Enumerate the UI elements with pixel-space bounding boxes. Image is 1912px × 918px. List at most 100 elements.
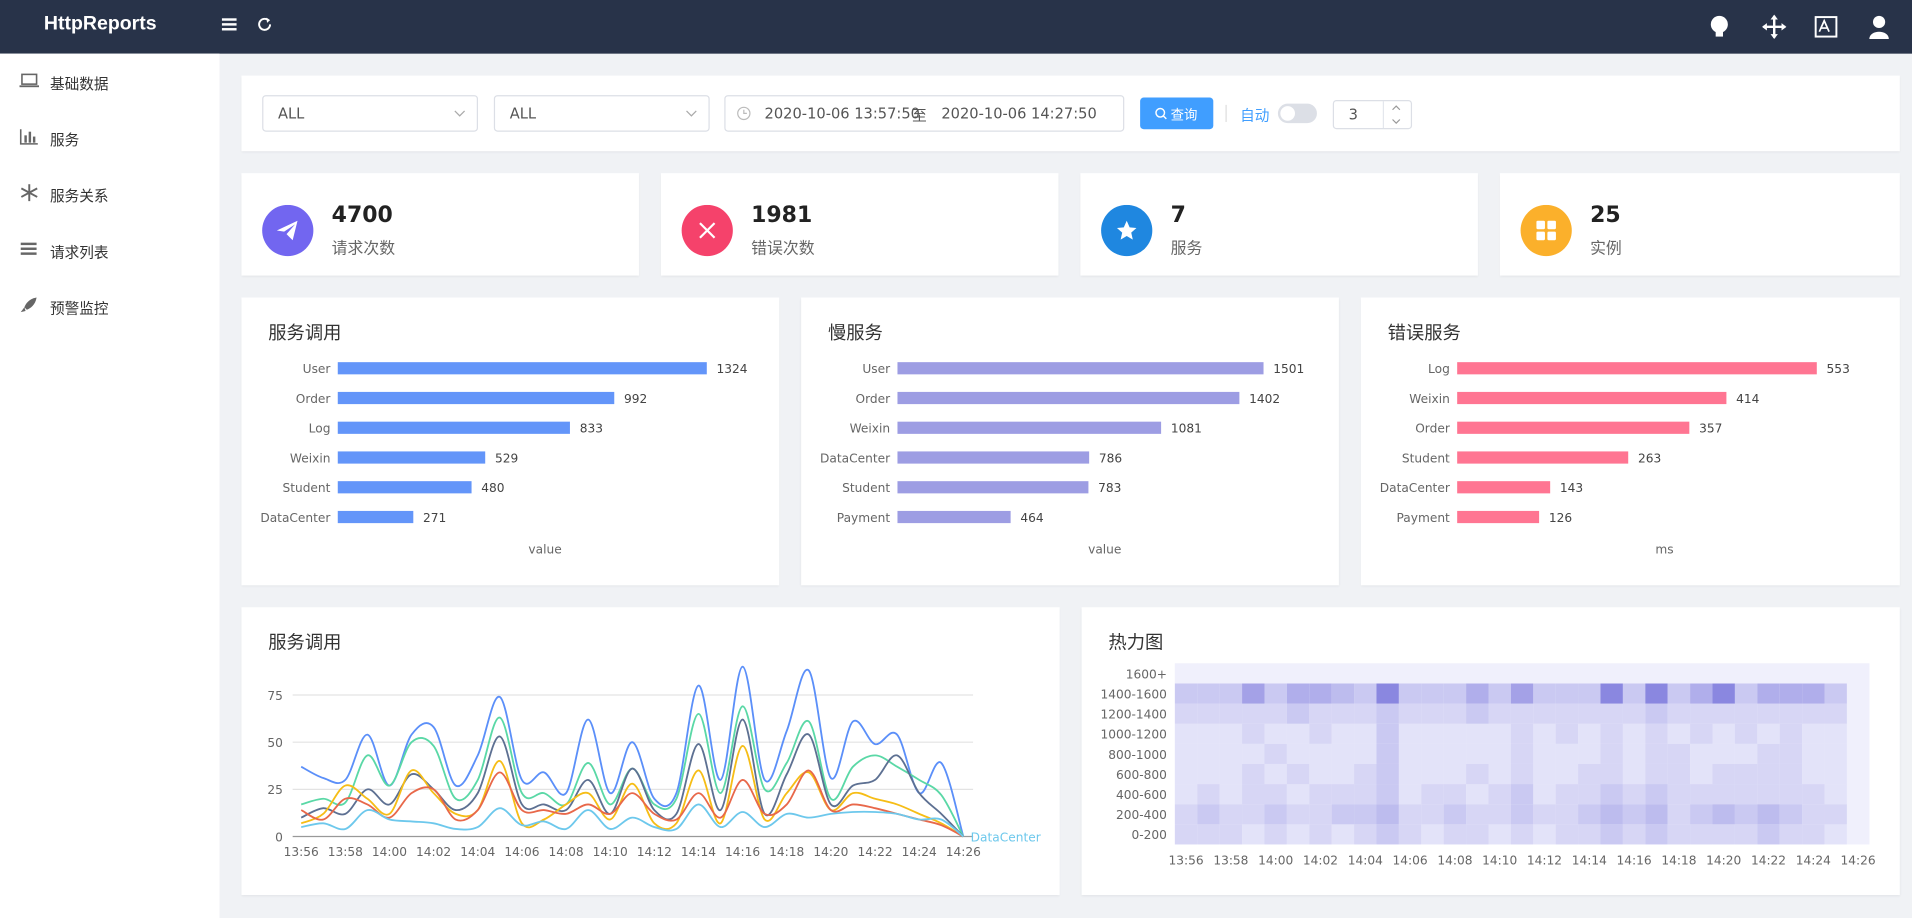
heatmap-cell (1264, 663, 1287, 684)
auto-toggle[interactable] (1277, 103, 1317, 124)
heatmap-cell (1824, 804, 1847, 825)
heatmap-cell (1779, 703, 1803, 724)
heatmap-cell (1174, 743, 1198, 764)
bar (1457, 510, 1540, 524)
instance-select[interactable]: ALL (493, 95, 710, 132)
heatmap-cell (1802, 763, 1825, 785)
icon-part (20, 242, 37, 246)
heatmap-cell (1667, 824, 1691, 845)
user-icon[interactable] (1867, 13, 1891, 40)
heatmap-cell (1690, 683, 1713, 704)
stat-value: 4700 (331, 202, 393, 229)
stepper[interactable] (1391, 104, 1401, 126)
stat-label: 请求次数 (331, 240, 396, 259)
heatmap-cell (1376, 824, 1399, 845)
refresh-icon[interactable] (256, 16, 273, 33)
bar-chart: 慢服务 User 1501 Order 1402 Weixin 1081 DataCenter… (820, 323, 1304, 557)
y-tick-label: Order (856, 392, 892, 406)
menu-item[interactable]: 服务关系 (0, 169, 219, 218)
heatmap-cell (1802, 703, 1825, 724)
heatmap-cell (1466, 723, 1489, 744)
heatmap-cell (1376, 703, 1399, 724)
y-tick-label: 25 (267, 783, 283, 797)
heatmap-cell (1533, 683, 1556, 704)
x-tick-label: 13:58 (1213, 854, 1248, 868)
x-tick-label: 14:00 (1258, 854, 1293, 868)
theme-icon[interactable] (1707, 13, 1731, 40)
heatmap-cell (1555, 743, 1579, 764)
stat-value: 1981 (751, 202, 813, 229)
heatmap-cell (1846, 683, 1870, 704)
interval-input[interactable]: 3 (1332, 99, 1413, 130)
heatmap-cell (1242, 723, 1265, 744)
divider (1225, 104, 1227, 122)
heatmap-cell (1443, 824, 1467, 845)
menu-item[interactable]: 请求列表 (0, 226, 219, 275)
heatmap-cell (1846, 743, 1870, 764)
heatmap-cell (1645, 784, 1668, 805)
icon-part (1536, 220, 1545, 230)
heatmap-cell (1421, 743, 1444, 764)
service-select[interactable]: ALL (262, 95, 479, 132)
bar (1457, 391, 1727, 405)
icon-part (737, 106, 751, 121)
heatmap-cell (1779, 723, 1803, 744)
heatmap-cell (1466, 663, 1489, 684)
bar (337, 510, 414, 524)
heatmap-cell (1242, 804, 1265, 825)
heatmap-cell (1174, 663, 1198, 684)
heatmap-cell (1174, 824, 1198, 845)
bar (1457, 362, 1817, 375)
heatmap-cell (1578, 743, 1601, 764)
menu-item[interactable]: 预警监控 (0, 282, 219, 331)
icon-part (266, 17, 271, 23)
heatmap-cell (1219, 743, 1243, 764)
bar-chart: 错误服务 Log 553 Weixin 414 Order 357 Student 263 Dat… (1380, 323, 1850, 557)
x-tick-label: 14:02 (1303, 854, 1338, 868)
heatmap-cell (1555, 663, 1579, 684)
x-tick-label: 14:16 (1617, 854, 1652, 868)
data-label: 1324 (717, 362, 748, 376)
x-tick-label: 14:02 (416, 845, 451, 859)
language-icon[interactable] (1813, 13, 1840, 40)
x-tick-label: 14:06 (504, 845, 539, 859)
menu-item[interactable]: 服务 (0, 113, 219, 162)
icon-part (1155, 107, 1166, 118)
heatmap-cell (1242, 784, 1265, 805)
heatmap-cell (1466, 804, 1489, 825)
fullscreen-icon[interactable] (1761, 13, 1788, 40)
y-tick-label: 1400-1600 (1101, 687, 1167, 701)
menu-item[interactable]: 基础数据 (0, 57, 219, 106)
query-button[interactable]: 查询 (1140, 97, 1214, 130)
stepper-divider (1382, 101, 1385, 129)
heatmap-cell (1734, 723, 1758, 744)
heatmap-cell (1242, 703, 1265, 724)
x-tick-label: 14:14 (681, 845, 716, 859)
heatmap-cell (1309, 804, 1332, 825)
x-axis-label: value (1088, 543, 1121, 557)
data-label: 783 (1098, 481, 1121, 495)
stat-label: 实例 (1590, 240, 1622, 259)
icon-part (1869, 31, 1889, 40)
heatmap-cell (1443, 804, 1467, 825)
bar (897, 421, 1162, 434)
icon-part (1872, 15, 1886, 29)
data-label: 1081 (1171, 422, 1202, 436)
x-tick-label: 14:00 (372, 845, 407, 859)
menu-toggle[interactable] (221, 16, 238, 33)
icon-part (743, 109, 747, 115)
end-time: 2020-10-06 14:27:50 (941, 104, 1097, 122)
x-axis-label: value (528, 543, 561, 557)
heatmap-cell (1667, 663, 1691, 684)
icon-circle (262, 204, 314, 257)
icon-part (1536, 231, 1545, 241)
heatmap-cell (1309, 663, 1332, 684)
heatmap-cell (1779, 763, 1803, 785)
heatmap-cell (1712, 723, 1735, 744)
chart-card: 慢服务 User 1501 Order 1402 Weixin 1081 DataCenter… (801, 297, 1339, 586)
y-tick-label: Order (296, 392, 332, 406)
icon-part (221, 28, 237, 31)
heatmap-cell (1734, 743, 1758, 764)
date-range[interactable]: 2020-10-06 13:57:50 至 2020-10-06 14:27:5… (724, 95, 1125, 132)
